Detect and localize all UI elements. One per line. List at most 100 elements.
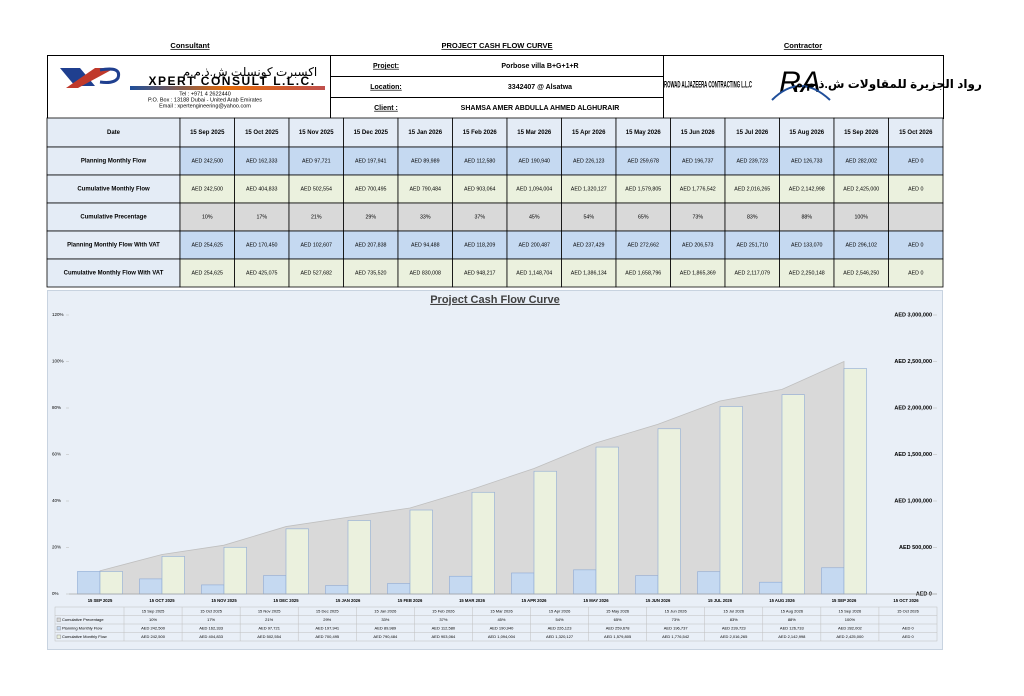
cell-text: AED 1,865,369 <box>680 270 716 276</box>
consultant-heading: Consultant <box>170 41 210 50</box>
header-cell <box>833 117 889 148</box>
cell <box>234 146 290 176</box>
x-tick-label: 15 Sep 2026 <box>832 598 857 603</box>
cell <box>234 230 290 260</box>
data-table-header: 15 Apr 2026 <box>549 608 571 613</box>
cell <box>833 146 889 176</box>
info-label: Client : <box>374 105 398 112</box>
legend-swatch <box>56 626 61 631</box>
cell-text: AED 207,838 <box>355 242 387 248</box>
contractor-heading: Contractor <box>784 41 822 50</box>
cell-text: AED 251,710 <box>736 242 768 248</box>
bar <box>99 571 123 595</box>
cell-text: AED 226,123 <box>573 158 605 164</box>
cell <box>397 230 453 260</box>
info-value: SHAMSA AMER ABDULLA AHMED ALGHURAIR <box>461 105 620 112</box>
consultant-logo <box>60 67 325 90</box>
cell <box>833 202 889 232</box>
data-table-header: 15 Nov 2025 <box>258 608 281 613</box>
cell-text: AED 206,573 <box>682 242 714 248</box>
bar <box>697 571 721 595</box>
cell-text: AED 1,320,127 <box>571 186 607 192</box>
data-table-header: 15 May 2026 <box>606 608 630 613</box>
data-table-value: AED 282,002 <box>838 625 863 630</box>
cell-text: 45% <box>529 214 540 220</box>
header-text: 15 Aug 2026 <box>789 130 824 136</box>
data-table-value: 88% <box>788 617 796 622</box>
header-text: 15 Apr 2026 <box>572 130 606 136</box>
data-table-value: AED 2,016,265 <box>720 634 748 639</box>
cell <box>452 202 508 232</box>
cell <box>506 174 562 204</box>
y-tick-label: 60% <box>52 452 61 457</box>
cell <box>779 202 835 232</box>
x-tick-label: 15 Mar 2026 <box>459 598 486 603</box>
header-cell <box>506 117 562 148</box>
cell <box>724 230 780 260</box>
data-table-value: AED 2,142,998 <box>778 634 806 639</box>
cell-text: AED 2,425,000 <box>843 186 879 192</box>
cell <box>615 258 671 288</box>
bar <box>77 571 101 595</box>
cell <box>234 174 290 204</box>
bar <box>657 428 681 595</box>
cell-text: AED 126,733 <box>791 158 823 164</box>
bar <box>139 578 163 595</box>
header-text: 15 Oct 2025 <box>245 130 279 136</box>
cell <box>561 258 617 288</box>
cell <box>833 258 889 288</box>
cell-text: AED 735,520 <box>355 270 387 276</box>
bar <box>285 528 309 595</box>
header-text: 15 Oct 2026 <box>899 130 933 136</box>
x-tick-label: 15 Oct 2025 <box>149 598 175 603</box>
cell-text: AED 190,940 <box>518 158 550 164</box>
cell-text: AED 237,429 <box>573 242 605 248</box>
cell <box>615 146 671 176</box>
data-table-value: 21% <box>265 617 273 622</box>
cell <box>288 230 344 260</box>
cell-text: AED 1,386,134 <box>571 270 607 276</box>
data-table-value: AED 190,940 <box>490 625 515 630</box>
cell-text: AED 133,070 <box>791 242 823 248</box>
cell <box>724 202 780 232</box>
cell-text: AED 1,094,004 <box>516 186 552 192</box>
row-label: Cumulative Precentage <box>80 215 147 221</box>
cell-text: AED 254,625 <box>191 242 223 248</box>
cell-text: 54% <box>583 214 594 220</box>
cell <box>888 202 944 232</box>
data-table-value: AED 196,737 <box>664 625 689 630</box>
cell <box>615 202 671 232</box>
cell <box>833 174 889 204</box>
cell <box>888 146 944 176</box>
info-label: Location: <box>370 84 402 91</box>
cell-text: AED 97,721 <box>302 158 331 164</box>
cell-text: 100% <box>854 214 868 220</box>
bar <box>719 406 743 595</box>
data-table-value: AED 242,500 <box>141 634 166 639</box>
header-text: 15 Feb 2026 <box>463 130 498 136</box>
cell-text: 17% <box>256 214 267 220</box>
x-tick-label: 15 Oct 2026 <box>893 598 919 603</box>
data-table-value: AED 226,123 <box>548 625 573 630</box>
y2-tick-label: AED 3,000,000 <box>894 312 932 318</box>
cell <box>452 258 508 288</box>
cell <box>397 174 453 204</box>
contractor-name-ar: رواد الجزيرة للمقاولات ش.ذ.م.م <box>794 77 982 92</box>
data-table-value: AED 404,833 <box>199 634 224 639</box>
header-text: 15 May 2026 <box>626 130 662 136</box>
cell-text: AED 197,941 <box>355 158 387 164</box>
cell-text: AED 0 <box>908 242 923 248</box>
cell <box>288 258 344 288</box>
cell <box>888 258 944 288</box>
cell-text: AED 239,723 <box>736 158 768 164</box>
bar <box>595 446 619 595</box>
cell-text: AED 242,500 <box>191 186 223 192</box>
project-info: Project: Porbose villa B+G+1+R Location: 33… <box>370 63 619 112</box>
cell-text: AED 296,102 <box>845 242 877 248</box>
row-label: Cumulative Monthly Flow With VAT <box>64 271 164 277</box>
bar <box>201 584 225 595</box>
header-cell <box>670 117 726 148</box>
y2-tick-label: AED 1,000,000 <box>894 498 932 504</box>
data-table-value: AED 1,320,127 <box>546 634 574 639</box>
